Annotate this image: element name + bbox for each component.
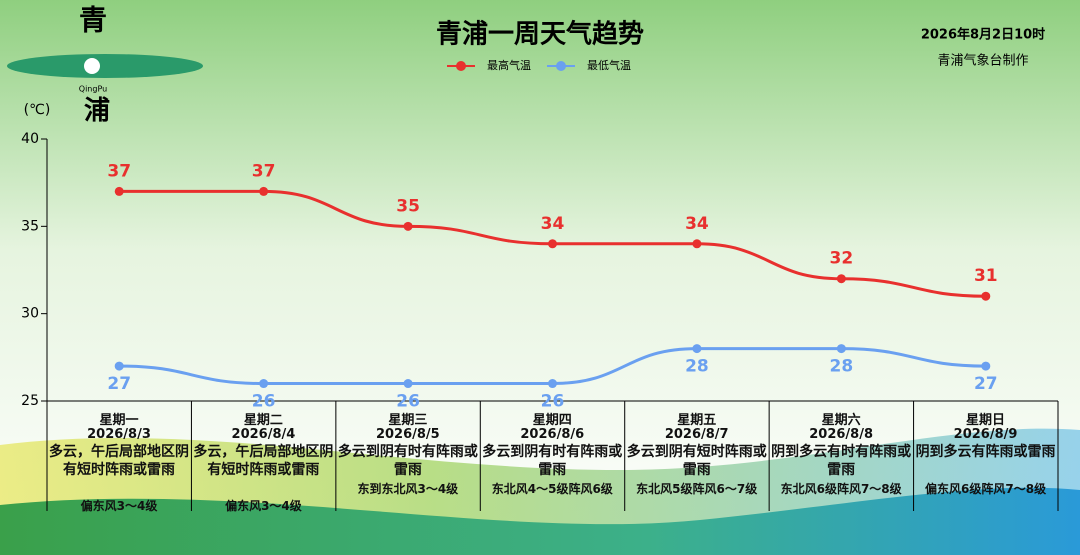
weather: 多云，午后局部地区阴有短时阵雨或雷雨	[49, 444, 189, 478]
wind: 偏东风6级阵风7～8级	[925, 482, 1047, 496]
data-label: 31	[974, 266, 998, 286]
logo-bottom: 浦	[84, 95, 110, 126]
data-label: 34	[541, 214, 565, 234]
point	[259, 379, 269, 389]
weather: 多云到阴有短时阵雨或雷雨	[626, 444, 767, 478]
data-label: 27	[974, 374, 998, 394]
date: 2026/8/6	[520, 427, 585, 442]
wave	[0, 487, 1080, 555]
logo-top: 青	[79, 4, 107, 37]
point	[259, 186, 269, 196]
point	[548, 239, 557, 249]
data-label: 34	[685, 214, 709, 234]
data-label: 26	[252, 392, 276, 412]
weekday: 星期三	[388, 413, 428, 428]
weekday: 星期一	[99, 413, 139, 428]
legend-label: 最高气温	[487, 58, 531, 72]
point	[836, 274, 846, 284]
weather: 多云到阴有时有阵雨或雷雨	[482, 444, 623, 478]
date: 2026/8/7	[664, 427, 729, 442]
data-label: 27	[107, 374, 131, 394]
data-label: 35	[396, 196, 420, 216]
date: 2026/8/9	[953, 427, 1018, 442]
y-tick-label: 40	[21, 131, 39, 147]
data-label: 26	[541, 392, 565, 412]
point	[403, 221, 413, 231]
point	[548, 379, 557, 389]
data-label: 26	[396, 392, 420, 412]
y-unit: (℃)	[24, 102, 51, 118]
legend-marker	[556, 61, 566, 71]
weekday: 星期六	[821, 413, 861, 428]
wind: 东北风5级阵风6～7级	[636, 482, 758, 496]
weekday: 星期五	[677, 413, 717, 428]
issue-time: 2026年8月2日10时	[921, 27, 1045, 43]
date: 2026/8/5	[375, 427, 440, 442]
date: 2026/8/8	[809, 427, 874, 442]
point	[114, 361, 124, 371]
weather: 多云到阴有时有阵雨或雷雨	[337, 444, 478, 478]
date: 2026/8/3	[87, 427, 151, 442]
logo-brush	[7, 54, 203, 78]
data-label: 37	[252, 161, 276, 181]
logo-latin: QingPu	[79, 85, 107, 94]
wind: 东到东北风3～4级	[357, 482, 459, 496]
weather: 阴到多云有时有阵雨或雷雨	[771, 444, 912, 478]
point	[403, 379, 413, 389]
point	[692, 344, 702, 354]
point	[981, 361, 991, 371]
producer: 青浦气象台制作	[937, 53, 1028, 69]
weather: 多云，午后局部地区阴有短时阵雨或雷雨	[193, 444, 334, 478]
wind: 东北风6级阵风7～8级	[780, 482, 902, 496]
legend-marker	[456, 61, 466, 71]
data-label: 28	[685, 357, 709, 377]
weekday: 星期日	[966, 413, 1006, 428]
data-label: 32	[830, 249, 854, 269]
weekday: 星期二	[243, 413, 283, 428]
point	[981, 291, 991, 301]
point	[114, 186, 124, 196]
weather: 阴到多云有阵雨或雷雨	[915, 444, 1056, 460]
wind: 东北风4～5级阵风6级	[491, 482, 613, 496]
logo-dot	[84, 58, 100, 74]
chart-title: 青浦一周天气趋势	[436, 19, 644, 50]
point	[692, 239, 702, 249]
y-tick-label: 30	[21, 306, 39, 322]
y-tick-label: 25	[21, 393, 39, 409]
date: 2026/8/4	[231, 427, 296, 442]
data-label: 37	[107, 161, 131, 181]
y-tick-label: 35	[21, 218, 39, 234]
wind: 偏东风3～4级	[80, 499, 158, 513]
legend-label: 最低气温	[587, 58, 631, 72]
data-label: 28	[830, 357, 854, 377]
point	[836, 344, 846, 354]
weekday: 星期四	[532, 413, 572, 428]
wind: 偏东风3～4级	[225, 499, 302, 513]
